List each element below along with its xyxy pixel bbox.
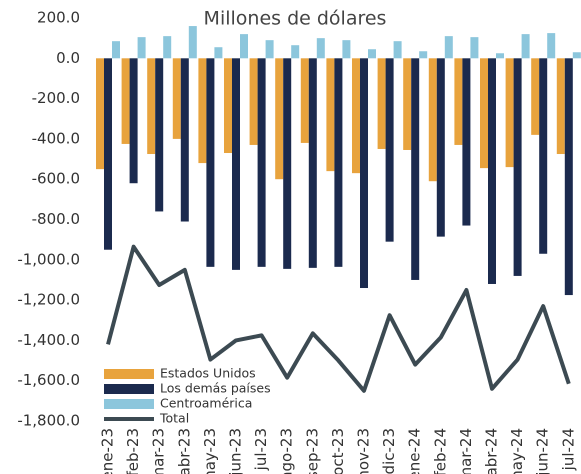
bar — [275, 58, 284, 180]
bar — [129, 58, 138, 184]
legend-swatch — [104, 384, 154, 394]
bar — [436, 58, 445, 237]
legend-swatch — [104, 369, 154, 379]
bar — [121, 58, 130, 144]
y-tick-label: -1,200.0 — [17, 291, 80, 309]
x-tick-label: oct-23 — [329, 428, 347, 474]
x-tick-label: mar-24 — [457, 428, 475, 474]
bar — [419, 51, 428, 59]
legend-label: Total — [159, 411, 189, 426]
x-tick-label: ago-23 — [278, 428, 296, 474]
bar — [403, 58, 412, 150]
bar — [360, 58, 368, 289]
x-tick-label: abr-23 — [175, 428, 193, 474]
y-tick-label: -800.0 — [32, 210, 80, 228]
chart-title: Millones de dólares — [204, 8, 387, 30]
bar — [513, 58, 522, 276]
bar — [283, 58, 292, 269]
bar — [505, 58, 514, 168]
bar — [539, 58, 548, 254]
legend-label: Los demás países — [160, 381, 271, 396]
x-tick-label: may-23 — [201, 428, 219, 474]
bar — [462, 58, 471, 226]
y-tick-label: -1,800.0 — [17, 412, 80, 430]
bar — [572, 52, 581, 59]
x-tick-label: mar-23 — [150, 428, 168, 474]
bar — [428, 58, 437, 182]
bar — [496, 53, 504, 59]
y-tick-label: -1,400.0 — [17, 331, 80, 349]
x-tick-label: jul-23 — [252, 428, 270, 471]
bar — [521, 34, 530, 59]
bar — [291, 45, 300, 59]
bar — [368, 49, 376, 59]
bar — [180, 58, 189, 222]
bar — [249, 58, 258, 145]
x-tick-label: may-24 — [508, 428, 526, 474]
x-tick-label: ene-23 — [99, 428, 117, 474]
bar — [444, 36, 453, 59]
y-tick-label: 200.0 — [37, 9, 80, 27]
x-tick-label: feb-23 — [124, 428, 142, 474]
bar — [556, 58, 565, 155]
x-tick-label: jun-24 — [534, 428, 552, 474]
bar — [163, 36, 172, 59]
y-tick-label: -1,000.0 — [17, 250, 80, 268]
x-tick-label: abr-24 — [483, 428, 501, 474]
x-tick-label: jul-24 — [559, 428, 577, 471]
bar — [385, 58, 394, 242]
bar — [112, 41, 120, 59]
bar — [326, 58, 335, 172]
bar — [155, 58, 164, 212]
bar — [300, 58, 309, 143]
bar — [470, 37, 479, 59]
y-tick-label: -1,600.0 — [17, 371, 80, 389]
bar — [393, 41, 402, 59]
bar — [342, 40, 351, 59]
bar — [411, 58, 420, 280]
bar — [206, 58, 215, 267]
bar — [104, 58, 112, 250]
bar — [232, 58, 240, 270]
x-tick-label: sep-23 — [303, 428, 321, 474]
bar — [480, 58, 488, 169]
y-tick-label: -200.0 — [32, 89, 80, 107]
x-tick-label: nov-23 — [355, 428, 373, 474]
legend-label: Centroamérica — [160, 396, 252, 411]
bar — [147, 58, 156, 155]
bar — [334, 58, 343, 267]
x-tick-label: dic-23 — [380, 428, 398, 474]
bar — [214, 47, 223, 59]
bar — [352, 58, 360, 174]
bar — [316, 38, 325, 59]
bar — [265, 40, 274, 59]
y-tick-label: 0.0 — [56, 49, 80, 67]
bar — [547, 33, 556, 59]
legend-swatch — [104, 399, 154, 409]
bar — [564, 58, 573, 296]
bar — [137, 37, 146, 59]
bar — [96, 58, 104, 170]
bar — [454, 58, 463, 145]
x-tick-label: jun-23 — [227, 428, 245, 474]
bar — [240, 34, 248, 59]
y-tick-label: -600.0 — [32, 170, 80, 188]
bar — [377, 58, 386, 149]
bar — [188, 26, 197, 59]
y-tick-label: -400.0 — [32, 129, 80, 147]
bar — [308, 58, 317, 268]
x-tick-label: feb-24 — [431, 428, 449, 474]
bar — [531, 58, 540, 135]
bar — [172, 58, 181, 139]
bar — [198, 58, 207, 164]
line — [106, 244, 571, 393]
bar — [488, 58, 496, 284]
legend-label: Estados Unidos — [160, 366, 256, 381]
bar — [257, 58, 266, 267]
bar — [224, 58, 232, 154]
x-tick-label: ene-24 — [406, 428, 424, 474]
